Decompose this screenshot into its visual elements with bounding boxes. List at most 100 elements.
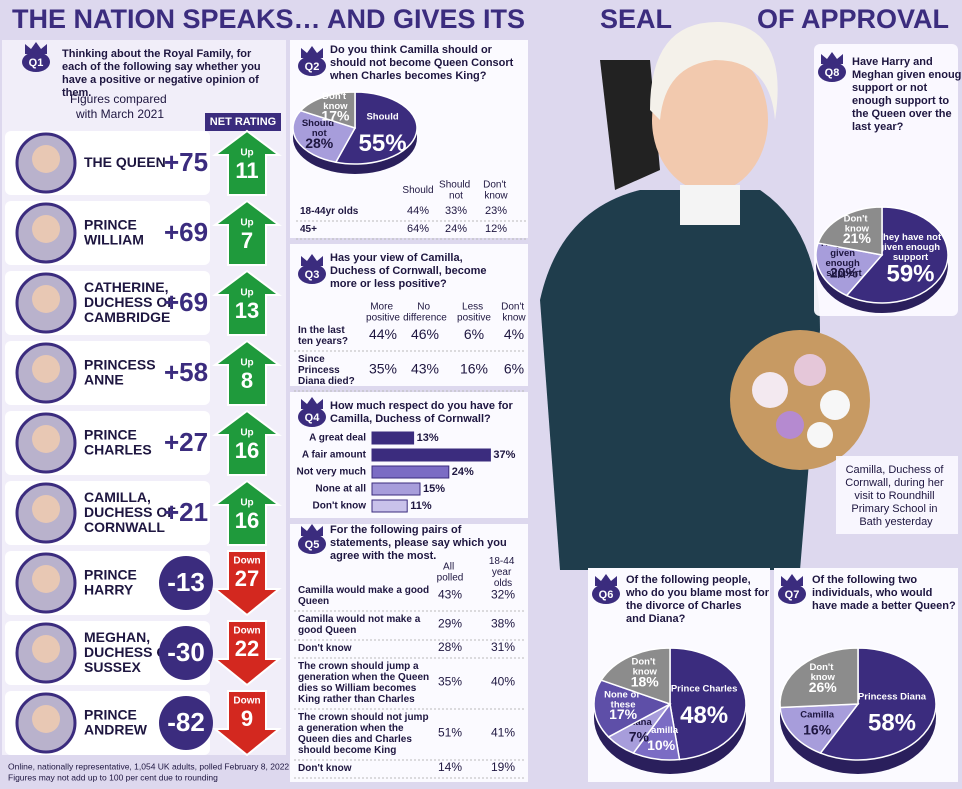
q5-panel xyxy=(290,524,528,782)
portrait-face xyxy=(32,565,60,593)
badge xyxy=(298,407,326,427)
pie-slice xyxy=(779,647,859,709)
badge xyxy=(22,52,50,72)
question: How much respect do you have for Camilla… xyxy=(330,400,516,425)
arrow xyxy=(212,620,282,687)
pie-value: 55% xyxy=(359,130,407,157)
pie-slice xyxy=(817,206,883,256)
cell: 38% xyxy=(491,617,515,631)
q3-panel xyxy=(290,244,528,386)
pie-label: Camilla xyxy=(644,725,679,736)
cell: 24% xyxy=(445,223,467,235)
portrait-face xyxy=(32,145,60,173)
cell: 19% xyxy=(491,760,515,774)
cell: 44% xyxy=(369,326,397,342)
change: 16 xyxy=(235,438,259,463)
table-header: No difference xyxy=(403,301,447,323)
photo xyxy=(540,21,870,570)
row-label: The crown should jump a generation when … xyxy=(298,661,432,705)
arrow xyxy=(212,550,282,617)
badge-text: Q2 xyxy=(305,61,320,73)
bar-value: 37% xyxy=(493,449,515,461)
pie-value: 58% xyxy=(868,710,916,737)
question: Of the following people, who do you blam… xyxy=(625,574,772,625)
rating-circle xyxy=(159,696,213,750)
pie-value: 17% xyxy=(609,706,638,722)
change: 27 xyxy=(235,566,259,591)
pie-label: Don't know xyxy=(631,656,658,677)
bar-label: Don't know xyxy=(313,501,367,512)
rating: +69 xyxy=(164,217,208,247)
change: 7 xyxy=(241,228,253,253)
badge-text: Q1 xyxy=(29,57,44,69)
rating-circle xyxy=(159,556,213,610)
pie-slice xyxy=(299,91,356,130)
row-label: 18-44yr olds xyxy=(300,206,359,217)
table-header: Don't know xyxy=(483,179,509,201)
cell: 35% xyxy=(438,675,462,689)
cell: 41% xyxy=(491,726,515,740)
cell: 31% xyxy=(491,640,515,654)
cell: 43% xyxy=(411,361,439,377)
arrow xyxy=(212,199,282,266)
bar-label: A great deal xyxy=(309,433,366,444)
cell: 6% xyxy=(464,326,484,342)
bar-value: 13% xyxy=(417,432,439,444)
row-label: The crown should not jump a generation w… xyxy=(298,712,431,756)
name: THE QUEEN xyxy=(84,154,166,170)
bar xyxy=(371,482,421,496)
change: 8 xyxy=(241,368,253,393)
cell: 43% xyxy=(438,588,462,602)
row-label: Don't know xyxy=(298,763,352,774)
question: Have Harry and Meghan given enough suppo… xyxy=(852,56,962,133)
bar xyxy=(371,465,450,479)
crown-badge xyxy=(301,397,323,409)
name: PRINCE ANDREW xyxy=(84,706,148,737)
pie-value: 28% xyxy=(305,135,334,151)
cell: 6% xyxy=(504,361,524,377)
crown-badge xyxy=(301,524,323,536)
badge xyxy=(778,584,806,604)
badge-text: Q7 xyxy=(785,589,800,601)
title: OF APPROVAL xyxy=(757,4,949,34)
arrow xyxy=(212,409,282,476)
change: 13 xyxy=(235,298,259,323)
bar xyxy=(371,431,415,445)
pie-label: They have not given enough support xyxy=(877,232,944,263)
crown-badge xyxy=(595,574,617,586)
pie-label: Don't know xyxy=(809,662,836,683)
cell: 23% xyxy=(485,205,507,217)
portrait-face xyxy=(32,355,60,383)
change-label: Down xyxy=(233,626,260,637)
change: 11 xyxy=(235,158,258,183)
name: PRINCE HARRY xyxy=(84,566,141,597)
pie-value: 17% xyxy=(321,107,350,123)
change-label: Down xyxy=(233,556,260,567)
pie-label: Prince Charles xyxy=(671,683,738,694)
badge-text: Q3 xyxy=(305,269,320,281)
badge xyxy=(592,584,620,604)
cell: 44% xyxy=(407,205,429,217)
name: PRINCE CHARLES xyxy=(84,426,152,457)
pie-label: Should not xyxy=(302,118,337,139)
name: CATHERINE, DUCHESS OF CAMBRIDGE xyxy=(84,279,180,325)
bar-value: 15% xyxy=(423,483,445,495)
badge-text: Q5 xyxy=(305,539,320,551)
table-header: Should not xyxy=(439,179,473,201)
cell: 29% xyxy=(438,617,462,631)
pie-label: Should xyxy=(366,111,398,122)
table-header: Should xyxy=(402,185,433,196)
change-label: Down xyxy=(233,696,260,707)
rating: +75 xyxy=(164,147,208,177)
question: Do you think Camilla should or should no… xyxy=(329,44,516,82)
pie-value: 10% xyxy=(647,737,676,753)
header: NET RATING xyxy=(210,116,276,128)
crown-badge xyxy=(301,46,323,58)
cell: 12% xyxy=(485,223,507,235)
crown-badge xyxy=(821,52,843,64)
arrow xyxy=(212,690,282,757)
caption: Camilla, Duchess of Cornwall, during her… xyxy=(845,464,947,528)
title: THE NATION SPEAKS… AND GIVES ITS xyxy=(12,4,525,34)
caption-box xyxy=(836,456,958,534)
cell: 35% xyxy=(369,361,397,377)
